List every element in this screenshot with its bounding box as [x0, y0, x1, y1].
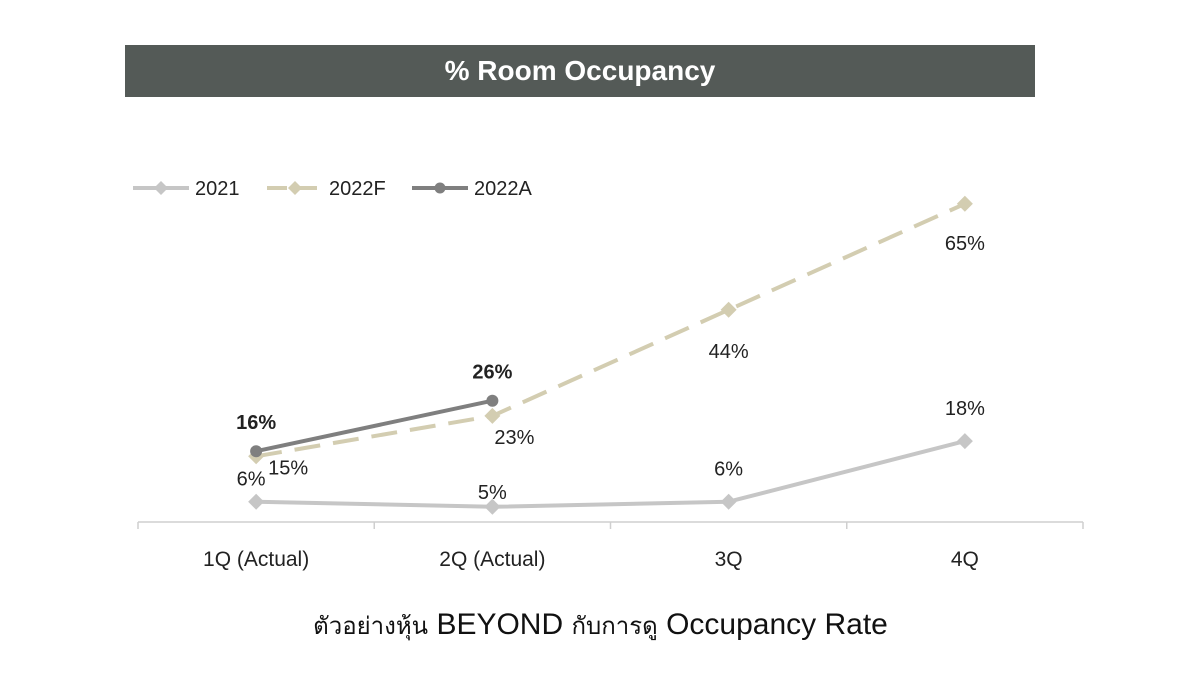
x-tick-label: 3Q — [715, 548, 743, 571]
caption-thai-2: กับการดู — [571, 613, 658, 640]
caption-metric: Occupancy Rate — [666, 608, 888, 641]
data-label-2021: 5% — [478, 482, 507, 504]
legend-label-2022F: 2022F — [329, 178, 386, 200]
data-label-2021: 6% — [237, 469, 266, 491]
chart-title: % Room Occupancy — [125, 45, 1035, 97]
x-tick-label: 1Q (Actual) — [203, 548, 309, 571]
x-tick-label: 2Q (Actual) — [439, 548, 545, 571]
data-label-2022A: 26% — [472, 362, 512, 384]
data-point-2021 — [720, 493, 737, 510]
data-label-2022F: 23% — [494, 427, 534, 449]
data-point-2021 — [956, 433, 973, 450]
data-label-2021: 18% — [945, 398, 985, 420]
series-line-2022F — [255, 201, 966, 459]
data-point-2021 — [484, 498, 501, 515]
data-point-2021 — [248, 493, 265, 510]
legend-marker-2022F — [288, 181, 302, 195]
data-point-2022F — [484, 407, 501, 424]
legend-marker-2022A — [434, 182, 446, 194]
data-label-2022F: 44% — [709, 341, 749, 363]
x-tick-label: 4Q — [951, 548, 979, 571]
data-point-2022F — [720, 301, 737, 318]
series-line-2021 — [256, 439, 966, 509]
data-label-2022A: 16% — [236, 412, 276, 434]
data-point-2022A — [486, 394, 499, 407]
series-line-2022A — [255, 398, 493, 454]
data-label-2022F: 65% — [945, 233, 985, 255]
legend-label-2022A: 2022A — [474, 178, 532, 200]
data-point-2022F — [956, 195, 973, 212]
data-point-2022A — [250, 445, 263, 458]
caption-thai-1: ตัวอย่างหุ้น — [313, 613, 429, 640]
caption-ticker: BEYOND — [436, 608, 564, 641]
legend-label-2021: 2021 — [195, 178, 240, 200]
data-label-2022F: 15% — [268, 457, 308, 479]
caption: ตัวอย่างหุ้น BEYOND กับการดู Occupancy R… — [0, 606, 1201, 645]
occupancy-line-chart: 1Q (Actual) 2Q (Actual) 3Q 4Q 6% 5% 6% 18% 15% 23… — [133, 178, 1084, 571]
data-label-2021: 6% — [714, 459, 743, 481]
legend-marker-2021 — [154, 181, 168, 195]
